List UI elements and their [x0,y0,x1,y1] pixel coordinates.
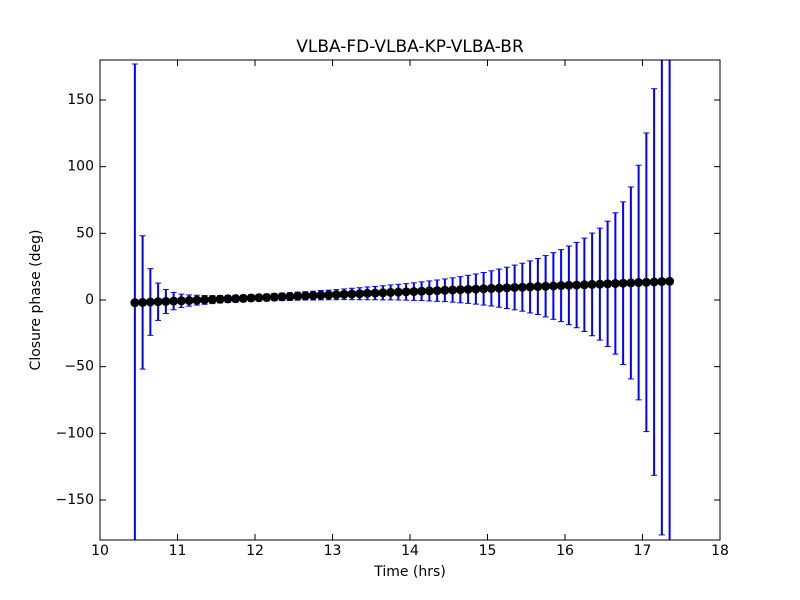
data-point [486,283,496,293]
data-point [153,297,163,307]
data-point [587,279,597,289]
y-tick-label: 100 [67,159,94,175]
data-point [293,291,303,301]
data-point [324,290,334,300]
data-point [595,279,605,289]
y-tick-label: 0 [85,292,94,308]
y-tick-label: 50 [76,225,94,241]
data-point [579,280,589,290]
data-point [269,292,279,302]
y-tick-label: −50 [64,359,94,375]
data-point [517,282,527,292]
data-point [238,293,248,303]
data-point [649,277,659,287]
x-tick-label: 14 [401,543,419,559]
data-point [665,276,675,286]
data-point [657,277,667,287]
y-tick-label: −100 [56,425,94,441]
data-point [641,277,651,287]
data-point [161,296,171,306]
data-point [533,282,543,292]
y-axis-label: Closure phase (deg) [28,230,44,371]
data-point [432,286,442,296]
data-point [448,285,458,295]
data-point [262,292,272,302]
x-axis-label: Time (hrs) [373,564,446,580]
data-point [572,280,582,290]
x-tick-label: 15 [479,543,497,559]
data-point [285,292,295,302]
data-point [355,289,365,299]
data-point [610,278,620,288]
y-tick-label: −150 [56,492,94,508]
data-point [207,295,217,305]
data-point [440,285,450,295]
data-point [424,286,434,296]
data-point [370,288,380,298]
data-point [502,283,512,293]
data-point [215,294,225,304]
x-tick-label: 11 [169,543,187,559]
data-point [471,284,481,294]
data-point [386,287,396,297]
data-point [626,278,636,288]
data-point [231,294,241,304]
data-point [393,287,403,297]
data-point [401,287,411,297]
data-point [316,290,326,300]
data-point [463,284,473,294]
data-point [138,297,148,307]
data-point [223,294,233,304]
data-point [130,298,140,308]
x-tick-label: 17 [634,543,652,559]
data-point [246,293,256,303]
data-point [417,286,427,296]
data-point [192,295,202,305]
data-point [510,282,520,292]
data-point [525,282,535,292]
x-tick-label: 13 [324,543,342,559]
data-point [200,295,210,305]
x-tick-label: 18 [711,543,729,559]
data-point [331,290,341,300]
data-point [564,280,574,290]
x-tick-label: 16 [556,543,574,559]
data-point [409,287,419,297]
data-point [494,283,504,293]
data-point [556,281,566,291]
y-tick-label: 150 [67,92,94,108]
data-point [339,289,349,299]
data-point [145,297,155,307]
data-point [634,278,644,288]
data-point [479,284,489,294]
x-tick-label: 10 [91,543,109,559]
data-point [541,281,551,291]
data-point [300,291,310,301]
data-point [603,279,613,289]
x-tick-label: 12 [246,543,264,559]
data-point [176,296,186,306]
data-point [548,281,558,291]
data-point [277,292,287,302]
data-point [254,293,264,303]
data-point [347,289,357,299]
data-point [618,278,628,288]
data-point [308,291,318,301]
data-point [455,285,465,295]
data-point [362,288,372,298]
data-point [378,288,388,298]
chart-title: VLBA-FD-VLBA-KP-VLBA-BR [296,37,524,57]
data-point [169,296,179,306]
data-point [184,296,194,306]
